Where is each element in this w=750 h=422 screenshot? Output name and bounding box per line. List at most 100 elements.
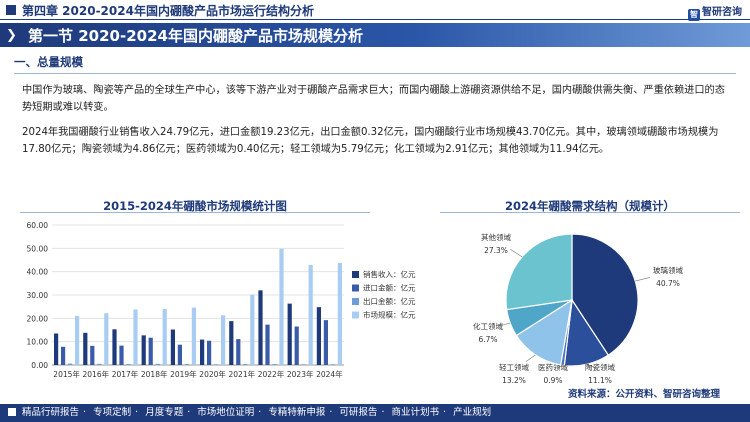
bar <box>170 329 175 365</box>
leader-line <box>558 365 563 368</box>
pie-label: 玻璃领域 <box>653 265 683 275</box>
x-tick-label: 2024年 <box>316 369 343 379</box>
legend-label: 出口金额：亿元 <box>363 296 416 306</box>
logo-mark-icon: 智 <box>688 9 700 21</box>
bar <box>112 329 117 365</box>
bar <box>200 339 205 365</box>
x-tick-label: 2015年 <box>53 369 80 379</box>
logo-text: 智研咨询 <box>702 7 742 18</box>
bar <box>162 309 167 365</box>
bar <box>90 345 95 365</box>
bar <box>265 324 270 365</box>
footer-bar: 精品行研报告 · 专项定制 · 月度专题 · 市场地位证明 · 专精特新申报 · 可研报告… <box>0 404 750 422</box>
x-tick-label: 2020年 <box>199 369 226 379</box>
y-tick-label: 10.00 <box>27 338 49 347</box>
footer-item[interactable]: 精品行研报告 <box>22 407 80 418</box>
subsection-title: 一、总量规模 <box>14 55 83 69</box>
legend-label: 市场规模：亿元 <box>363 310 416 320</box>
chevron-right-icon: ❯ <box>6 28 17 43</box>
footer-item[interactable]: 专项定制 <box>93 407 132 418</box>
legend-swatch <box>352 284 359 292</box>
bar <box>250 294 255 365</box>
footer-item[interactable]: 产业规划 <box>453 407 492 418</box>
legend-label: 进口金额：亿元 <box>363 283 416 293</box>
bar <box>308 264 313 365</box>
bar <box>330 364 335 365</box>
x-tick-label: 2021年 <box>229 369 256 379</box>
y-tick-label: 20.00 <box>27 314 49 323</box>
bar <box>301 364 306 365</box>
bar <box>316 307 321 365</box>
section-banner: ❯ 第一节 2020-2024年国内硼酸产品市场规模分析 <box>0 23 750 47</box>
leader-line <box>525 354 536 362</box>
pie-percent: 40.7% <box>656 279 680 288</box>
bar-chart-title-divider <box>20 212 370 213</box>
bar <box>287 303 292 365</box>
legend-swatch <box>352 271 359 278</box>
footer-item[interactable]: 可研报告 <box>339 407 378 418</box>
chapter-title: 第四章 2020-2024年国内硼酸产品市场运行结构分析 <box>22 4 314 18</box>
body-paragraph-2: 2024年我国硼酸行业销售收入24.79亿元，进口金额19.23亿元，出口金额0… <box>22 127 719 155</box>
x-tick-label: 2017年 <box>112 369 139 379</box>
bar <box>258 290 263 365</box>
data-source: 资料来源：公开资料、智研咨询整理 <box>567 389 720 400</box>
bar <box>221 315 226 365</box>
bar <box>83 332 88 365</box>
bar <box>207 340 212 365</box>
y-tick-label: 30.00 <box>27 291 49 300</box>
y-tick-label: 0.00 <box>31 361 48 370</box>
x-tick-label: 2023年 <box>287 369 314 379</box>
bar <box>148 337 153 365</box>
bar <box>177 344 182 365</box>
body-paragraph-1: 中国作为玻璃、陶瓷等产品的全球生产中心，该等下游产业对于硼酸产品需求巨大；而国内… <box>22 85 725 113</box>
bar <box>126 364 131 365</box>
legend-label: 销售收入：亿元 <box>363 269 416 279</box>
leader-line <box>587 363 594 368</box>
leader-line <box>635 277 651 282</box>
bar <box>279 248 284 365</box>
pie-percent: 0.9% <box>543 376 562 385</box>
footer-item[interactable]: 市场地位证明 <box>197 407 255 418</box>
legend-swatch <box>352 298 359 305</box>
leader-line <box>510 249 523 258</box>
pie-label: 其他领域 <box>481 232 511 242</box>
bar <box>61 346 66 365</box>
bar <box>294 326 299 365</box>
bar <box>243 364 248 365</box>
brand-logo: 智智研咨询 <box>688 3 742 21</box>
footer-item[interactable]: 专精特新申报 <box>268 407 326 418</box>
footer-item[interactable]: 月度专题 <box>145 407 184 418</box>
bar <box>229 321 234 365</box>
x-tick-label: 2016年 <box>83 369 110 379</box>
y-tick-label: 50.00 <box>27 244 49 253</box>
x-tick-label: 2022年 <box>258 369 285 379</box>
y-tick-label: 60.00 <box>27 221 49 230</box>
bar <box>323 320 328 365</box>
bar <box>214 364 219 365</box>
demand-structure-pie-chart: 玻璃领域 40.7% 陶瓷领域 11.1% 医药领域 0.9% 轻工领域 13.2% 化工领域 6… <box>473 232 683 385</box>
bar <box>272 364 277 365</box>
subsection-divider <box>14 73 736 74</box>
bar <box>119 345 124 365</box>
bar <box>236 339 241 365</box>
y-tick-label: 40.00 <box>27 268 49 277</box>
bar <box>191 307 196 365</box>
header-square-icon <box>6 5 16 15</box>
bar <box>75 316 80 365</box>
bar-chart-title: 2015-2024年硼酸市场规模统计图 <box>103 199 287 213</box>
legend-swatch <box>352 311 359 319</box>
footer-item[interactable]: 商业计划书 <box>391 407 440 418</box>
pie-slice <box>505 233 573 311</box>
pie-percent: 6.7% <box>478 335 497 344</box>
x-tick-label: 2018年 <box>141 369 168 379</box>
pie-chart-title: 2024年硼酸需求结构（规模计） <box>504 199 675 213</box>
pie-slice <box>515 298 573 366</box>
leader-line <box>500 322 511 327</box>
bar <box>97 363 102 365</box>
footer-square-icon <box>8 408 16 416</box>
pie-label: 化工领域 <box>473 321 503 331</box>
pie-label: 轻工领域 <box>499 362 529 372</box>
bar <box>184 364 189 365</box>
bar <box>104 313 109 365</box>
